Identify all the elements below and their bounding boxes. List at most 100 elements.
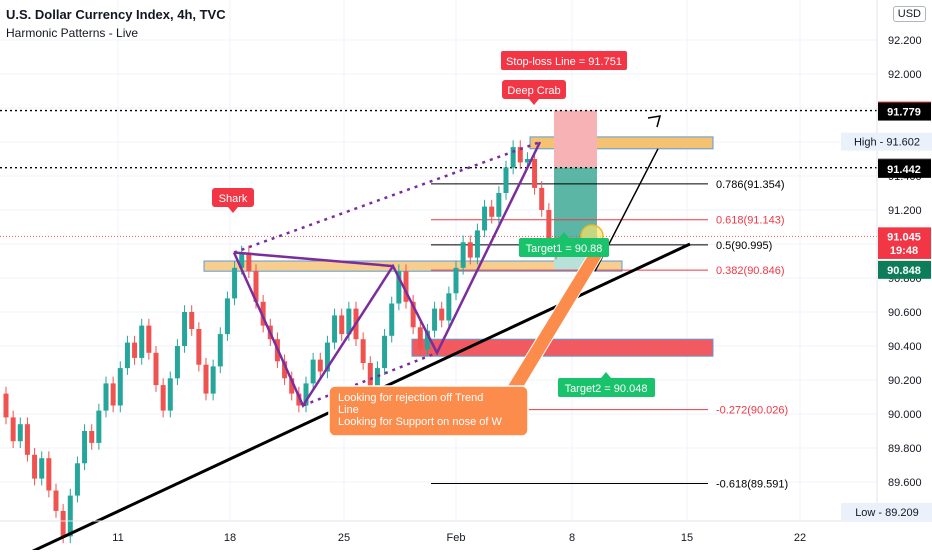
candle-body xyxy=(496,193,502,217)
candle-body xyxy=(96,410,102,443)
candle-body xyxy=(132,342,138,358)
fib-level-label: 0.786(91.354) xyxy=(716,179,785,191)
candle-body xyxy=(424,330,430,350)
x-tick-label: 8 xyxy=(569,532,575,544)
callout-text: Looking for rejection off Trend xyxy=(338,392,483,404)
candle-body xyxy=(282,361,288,379)
candle-body xyxy=(3,393,9,418)
candle-body xyxy=(110,383,116,406)
callout-text: Looking for Support on nose of W xyxy=(338,416,502,428)
candle-body xyxy=(210,366,216,394)
y-tick-label: 90.200 xyxy=(888,375,922,387)
x-tick-label: 25 xyxy=(338,532,350,544)
candle-body xyxy=(246,252,252,272)
candle-body xyxy=(174,346,180,379)
candle-body xyxy=(460,242,466,268)
x-tick-label: 22 xyxy=(794,532,806,544)
candle-body xyxy=(239,252,245,268)
candle-body xyxy=(382,335,388,369)
candle-body xyxy=(124,342,130,369)
candle-body xyxy=(346,308,352,335)
pattern-label-shark: Shark xyxy=(219,193,248,205)
candle-body xyxy=(32,454,38,479)
candle-body xyxy=(539,187,545,210)
x-tick-label: Feb xyxy=(447,532,466,544)
support-zone[interactable] xyxy=(203,260,623,272)
candle-body xyxy=(432,308,438,331)
candle-body xyxy=(410,301,416,328)
price-tag-bg xyxy=(878,240,931,259)
candle-body xyxy=(103,383,109,411)
candle-body xyxy=(260,301,266,326)
candle-body xyxy=(89,431,95,443)
candle-body xyxy=(332,315,338,343)
price-tag: 19:48 xyxy=(890,245,918,257)
target2-label: Target2 = 90.048 xyxy=(565,383,648,395)
candle-body xyxy=(546,210,552,244)
candle-body xyxy=(224,298,230,335)
y-tick-label: 92.000 xyxy=(888,69,922,81)
candle-body xyxy=(439,308,445,321)
candle-body xyxy=(403,271,409,302)
demand-zone[interactable] xyxy=(411,338,714,357)
high-label-bg xyxy=(841,132,932,151)
y-tick-label: 91.200 xyxy=(888,205,922,217)
x-tick-label: 11 xyxy=(112,532,123,544)
candle-body xyxy=(253,271,259,302)
harmonic-pattern-line xyxy=(233,251,394,268)
price-tag-bg xyxy=(878,227,931,246)
fib-level-label: 0.618(91.143) xyxy=(716,215,785,227)
target1-pointer xyxy=(559,232,569,238)
candle-body xyxy=(139,325,145,358)
pattern-label-shark-bg xyxy=(212,188,254,207)
fib-level-label: 0.382(90.846) xyxy=(716,265,785,277)
candle-body xyxy=(217,334,223,367)
resistance-zone[interactable] xyxy=(529,136,714,150)
callout-box[interactable] xyxy=(328,385,529,437)
target2-label-bg xyxy=(558,378,655,397)
candle-body xyxy=(374,368,380,391)
target1-label-bg xyxy=(519,238,609,257)
callout-text: Line xyxy=(338,404,359,416)
target2-pointer xyxy=(601,372,611,378)
candle-body xyxy=(524,159,530,163)
y-tick-label: 90.400 xyxy=(888,341,922,353)
pattern-label-deep-crab-bg xyxy=(502,80,566,99)
stop-area xyxy=(554,110,597,168)
candle-body xyxy=(360,339,366,363)
currency-button[interactable]: USD xyxy=(892,6,926,22)
high-label: High - 91.602 xyxy=(854,137,920,149)
candle-body xyxy=(196,329,202,365)
chart-title: U.S. Dollar Currency Index, 4h, TVC xyxy=(6,7,226,22)
candle-body xyxy=(153,352,159,386)
price-tag: 91.442 xyxy=(887,164,921,176)
y-tick-label: 89.600 xyxy=(888,477,922,489)
candle-body xyxy=(503,167,509,193)
candle-body xyxy=(189,312,195,329)
candle-body xyxy=(39,458,45,479)
candle-body xyxy=(182,312,188,346)
stop-loss-label: Stop-loss Line = 91.751 xyxy=(506,56,622,68)
candle-body xyxy=(517,147,523,163)
candle-body xyxy=(489,206,495,217)
candle-body xyxy=(17,424,23,442)
x-tick-label: 15 xyxy=(681,532,693,544)
y-tick-label: 92.200 xyxy=(888,35,922,47)
pattern-label-deep-crab: Deep Crab xyxy=(507,85,560,97)
candle-body xyxy=(324,342,330,372)
y-tick-label: 90.600 xyxy=(888,307,922,319)
candle-body xyxy=(303,383,309,406)
fib-level-label: 0.5(90.995) xyxy=(716,240,772,252)
pattern-label-deep-crab-pointer xyxy=(529,99,539,105)
candle-body xyxy=(417,327,423,350)
candle-body xyxy=(74,463,80,496)
candle-body xyxy=(67,495,73,537)
price-tag: 90.848 xyxy=(887,265,921,277)
low-label-bg xyxy=(841,503,932,521)
low-label: Low - 89.209 xyxy=(855,507,919,519)
candle-body xyxy=(82,431,88,464)
candle-body xyxy=(474,230,480,258)
candle-body xyxy=(167,378,173,411)
